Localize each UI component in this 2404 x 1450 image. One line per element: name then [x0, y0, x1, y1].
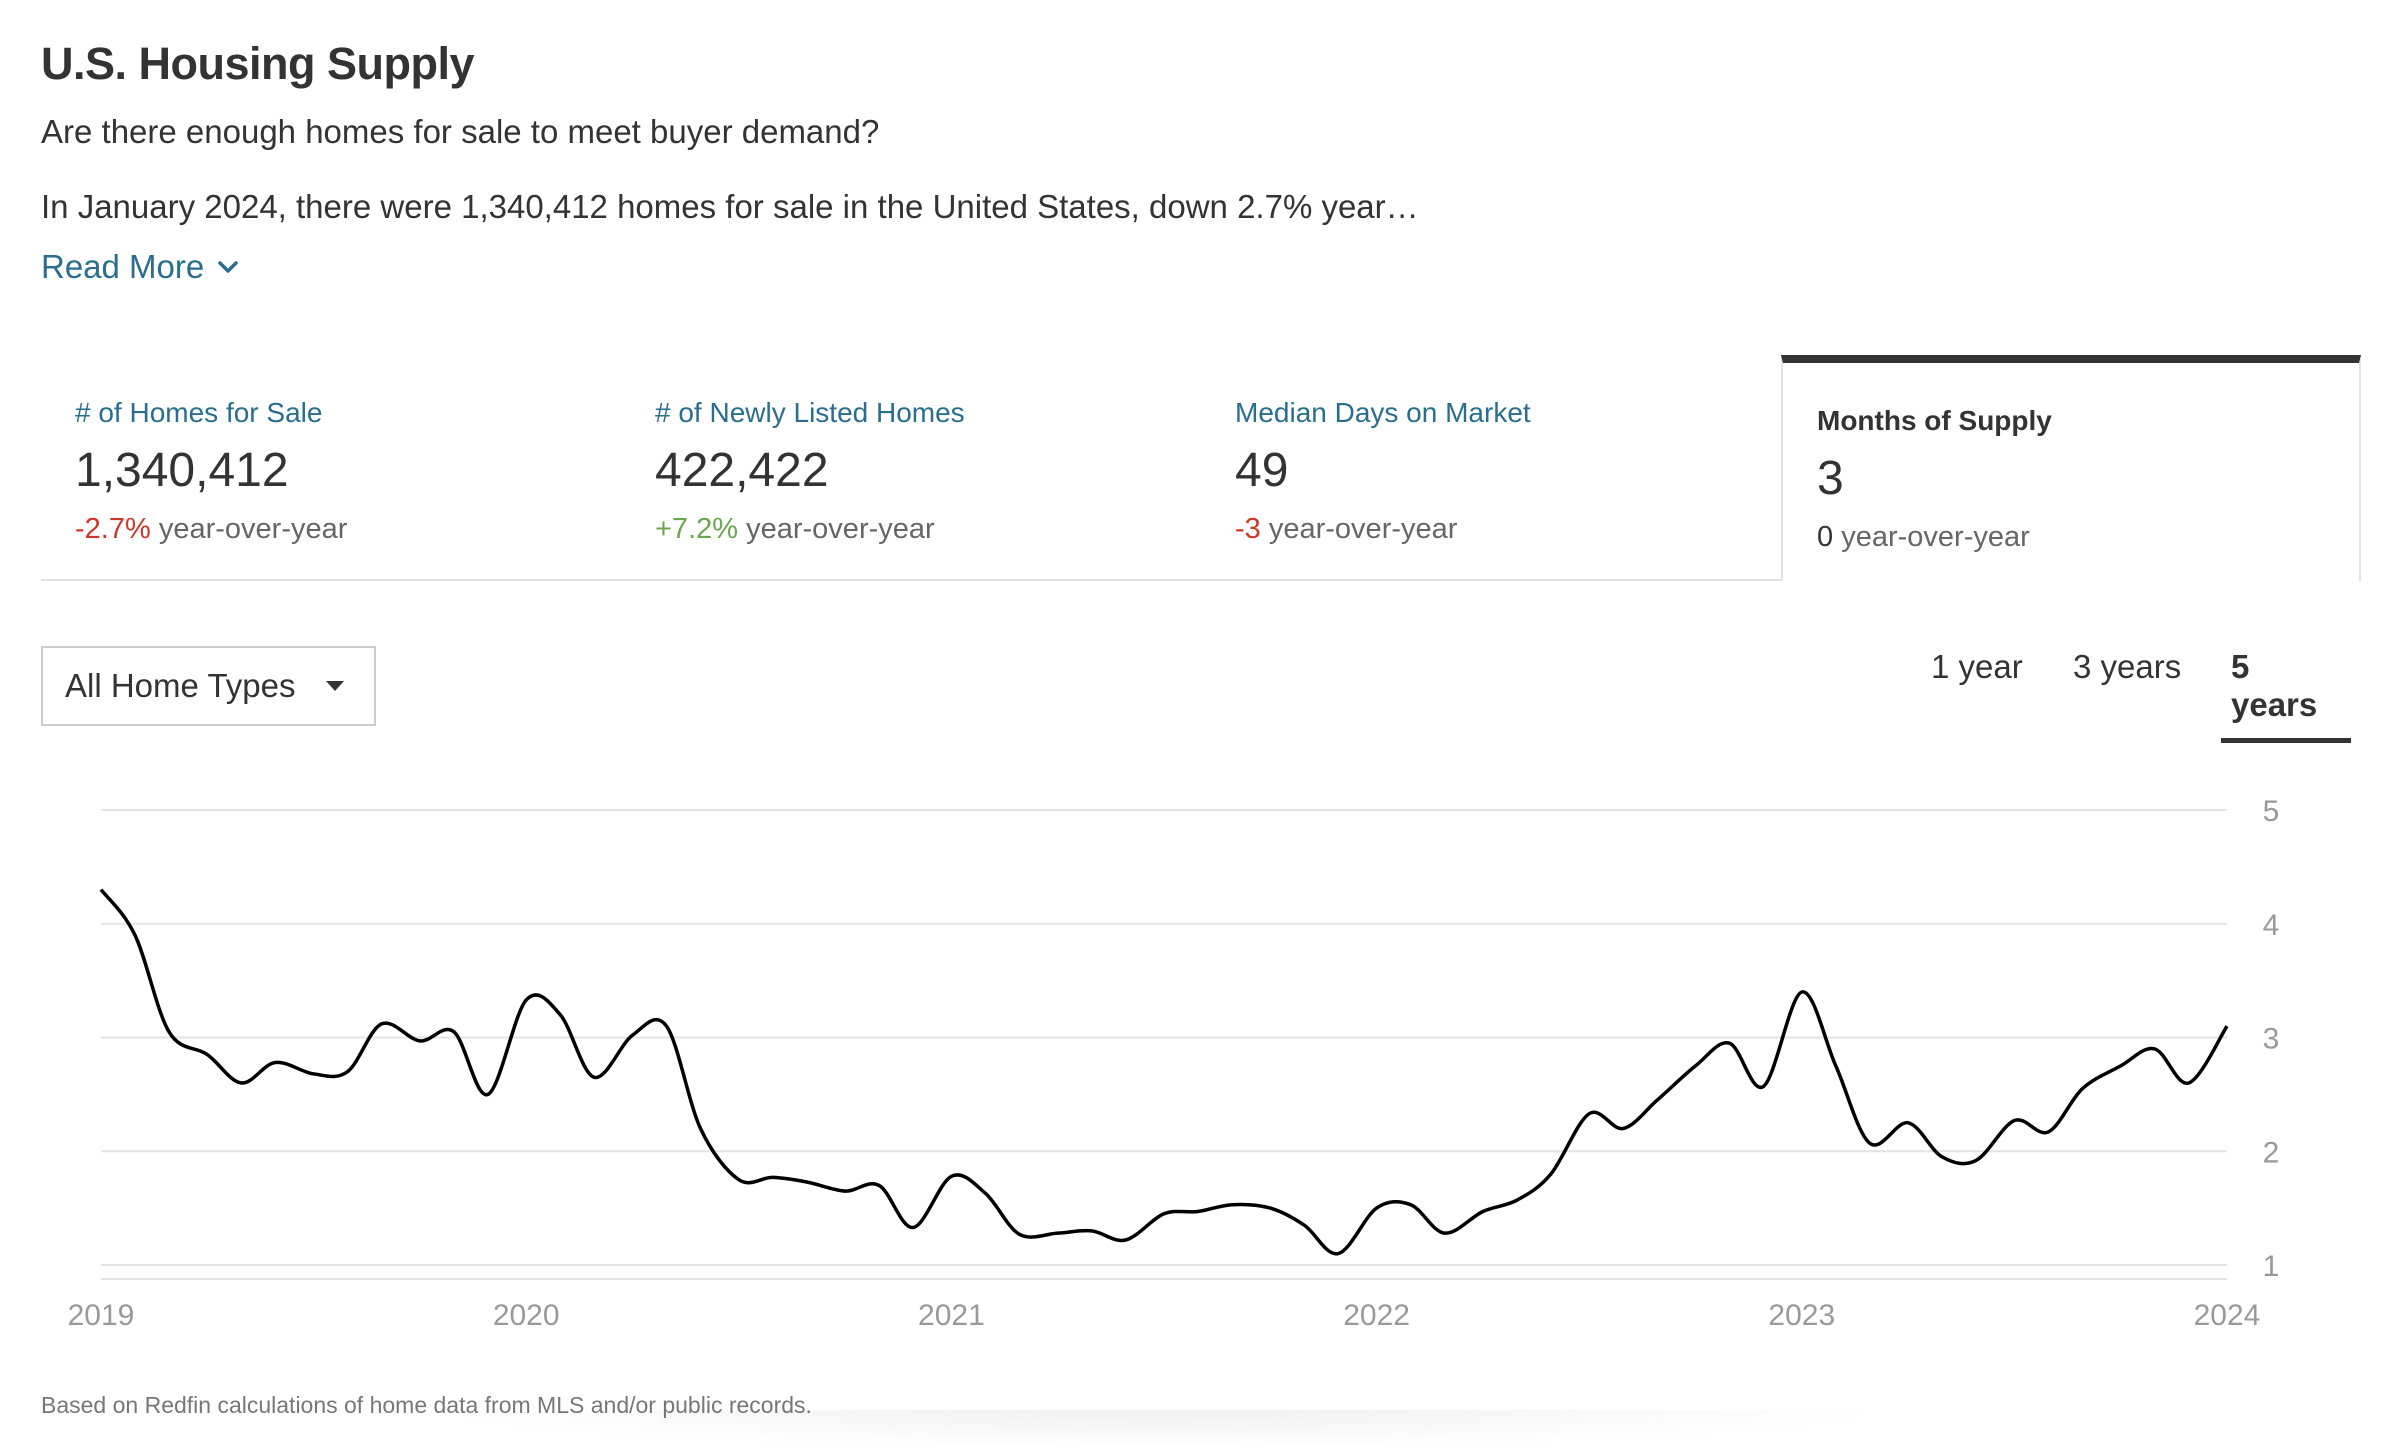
tab-change: +7.2% year-over-year: [655, 513, 935, 546]
page-title: U.S. Housing Supply: [41, 38, 475, 89]
tab-value: 49: [1235, 444, 1289, 497]
footer-note: Based on Redfin calculations of home dat…: [41, 1392, 812, 1418]
change-value: +7.2%: [655, 513, 739, 545]
chevron-down-icon: [218, 261, 238, 273]
bottom-shadow: [420, 1410, 1900, 1450]
tab-value: 422,422: [655, 444, 829, 497]
metric-tabs: # of Homes for Sale 1,340,412 -2.7% year…: [41, 355, 2361, 581]
y-tick-label: 2: [2263, 1136, 2280, 1169]
read-more-label: Read More: [41, 248, 205, 285]
tab-median-days-on-market[interactable]: Median Days on Market 49 -3 year-over-ye…: [1201, 355, 1781, 581]
change-value: -2.7%: [75, 513, 151, 545]
y-tick-label: 3: [2263, 1023, 2280, 1056]
caret-down-icon: [326, 681, 344, 691]
x-tick-label: 2021: [918, 1299, 985, 1332]
months-of-supply-chart: 1 2 3 4 5 2019 2020 2021 2022 2023 2024: [68, 795, 2280, 1332]
x-tick-label: 2024: [2194, 1299, 2261, 1332]
tab-value: 3: [1817, 452, 1844, 505]
tab-label: # of Homes for Sale: [75, 397, 323, 428]
x-tick-label: 2022: [1343, 1299, 1410, 1332]
tab-months-of-supply[interactable]: Months of Supply 3 0 year-over-year: [1781, 355, 2361, 581]
tab-change: -3 year-over-year: [1235, 513, 1457, 546]
range-1-year[interactable]: 1 year: [1931, 648, 2023, 685]
home-type-selected: All Home Types: [65, 667, 296, 704]
tab-value: 1,340,412: [75, 444, 289, 497]
x-tick-label: 2019: [68, 1299, 135, 1332]
y-tick-label: 4: [2263, 909, 2280, 942]
home-type-dropdown[interactable]: All Home Types: [41, 646, 376, 726]
change-suffix: year-over-year: [158, 513, 348, 545]
page: U.S. Housing Supply Are there enough hom…: [41, 0, 2361, 1434]
y-tick-label: 1: [2263, 1250, 2280, 1283]
change-value: 0: [1817, 521, 1834, 553]
y-tick-label: 5: [2263, 795, 2280, 828]
tab-change: -2.7% year-over-year: [75, 513, 347, 546]
tab-label: # of Newly Listed Homes: [655, 397, 965, 428]
tab-newly-listed-homes[interactable]: # of Newly Listed Homes 422,422 +7.2% ye…: [621, 355, 1201, 581]
change-suffix: year-over-year: [1841, 521, 2030, 553]
x-tick-label: 2020: [493, 1299, 560, 1332]
read-more-link[interactable]: Read More: [41, 248, 240, 286]
tab-homes-for-sale[interactable]: # of Homes for Sale 1,340,412 -2.7% year…: [41, 355, 621, 581]
range-5-years[interactable]: 5 years: [2221, 648, 2351, 743]
tab-label: Months of Supply: [1817, 405, 2052, 436]
page-subtitle: Are there enough homes for sale to meet …: [41, 113, 880, 150]
x-tick-label: 2023: [1768, 1299, 1835, 1332]
range-3-years[interactable]: 3 years: [2073, 648, 2182, 685]
change-suffix: year-over-year: [1268, 513, 1458, 545]
change-value: -3: [1235, 513, 1261, 545]
summary-text: In January 2024, there were 1,340,412 ho…: [41, 188, 1419, 225]
change-suffix: year-over-year: [746, 513, 935, 545]
months-of-supply-line: [99, 888, 2229, 1256]
tab-change: 0 year-over-year: [1817, 521, 2030, 554]
tab-label: Median Days on Market: [1235, 397, 1531, 428]
